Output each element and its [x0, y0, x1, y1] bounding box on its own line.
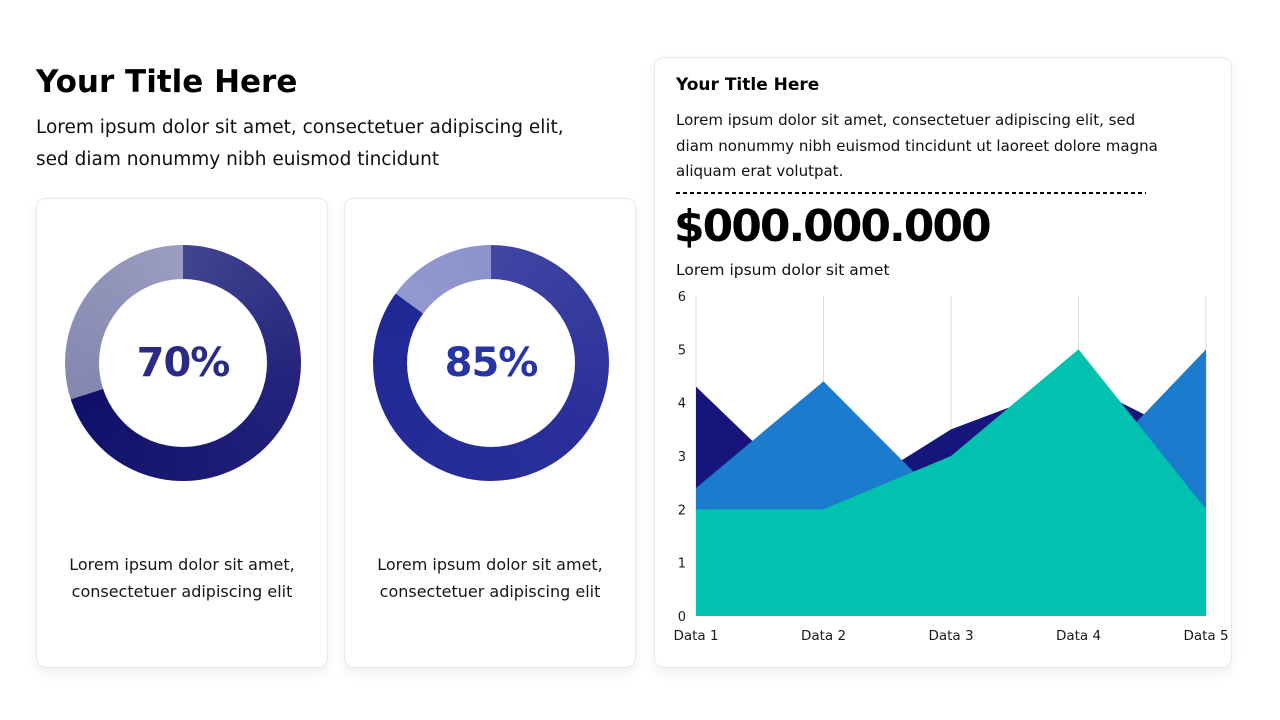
- page-subtitle: Lorem ipsum dolor sit amet, consectetuer…: [36, 117, 564, 170]
- x-category-label: Data 2: [801, 628, 846, 644]
- detail-card-paragraph: Lorem ipsum dolor sit amet, consectetuer…: [676, 111, 1158, 180]
- donut-hole: 85%: [407, 279, 575, 447]
- amount-value: $000.000.000: [674, 201, 992, 252]
- y-tick-label: 3: [678, 450, 686, 465]
- y-tick-label: 4: [678, 397, 686, 412]
- y-tick-label: 0: [678, 610, 686, 625]
- donut-chart-70: 70%: [65, 245, 301, 481]
- y-tick-label: 6: [678, 290, 686, 305]
- stat-card-70: 70% Lorem ipsum dolor sit amet, consecte…: [36, 198, 328, 668]
- percent-value: 85%: [444, 340, 539, 386]
- dashed-divider: [676, 192, 1146, 194]
- stat-caption: Lorem ipsum dolor sit amet, consectetuer…: [69, 555, 295, 601]
- detail-card: Your Title Here Lorem ipsum dolor sit am…: [654, 57, 1232, 668]
- x-category-label: Data 5: [1183, 628, 1228, 644]
- page-title: Your Title Here: [36, 64, 298, 100]
- x-category-label: Data 1: [673, 628, 718, 644]
- y-tick-label: 2: [678, 503, 686, 518]
- percent-value: 70%: [136, 340, 231, 386]
- area-chart: 0 1 2 3 4 5 6 Data 1 Data 2 Data 3 Data 4 Data 5: [673, 290, 1228, 644]
- x-category-label: Data 3: [928, 628, 973, 644]
- donut-hole: 70%: [99, 279, 267, 447]
- teal-series-area: [696, 349, 1206, 616]
- detail-card-title: Your Title Here: [676, 75, 820, 95]
- stat-card-85: 85% Lorem ipsum dolor sit amet, consecte…: [344, 198, 636, 668]
- stat-caption: Lorem ipsum dolor sit amet, consectetuer…: [377, 555, 603, 601]
- donut-chart-85: 85%: [373, 245, 609, 481]
- y-tick-label: 1: [678, 557, 686, 572]
- x-category-label: Data 4: [1056, 628, 1101, 644]
- amount-caption: Lorem ipsum dolor sit amet: [676, 261, 890, 279]
- y-tick-label: 5: [678, 343, 686, 358]
